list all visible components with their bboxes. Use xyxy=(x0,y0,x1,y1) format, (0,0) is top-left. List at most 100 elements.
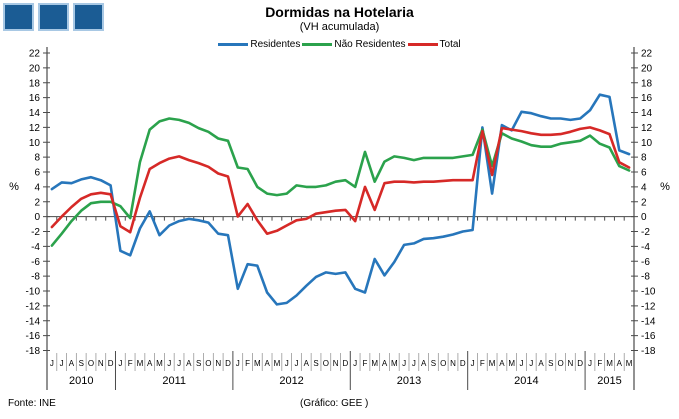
ylab-text: -4 xyxy=(641,242,650,253)
mlab-text: S xyxy=(431,359,436,368)
ylab-text: 14 xyxy=(641,108,653,119)
series-line-nao-residentes xyxy=(50,117,631,247)
mlab-text: J xyxy=(167,359,171,368)
logo-square-icon xyxy=(38,3,69,31)
legend-item-nao-residentes: Não Residentes xyxy=(302,39,406,50)
mlab-text: M xyxy=(606,359,613,368)
ylab-text: -2 xyxy=(641,227,650,238)
mlab-text: S xyxy=(196,359,201,368)
ylab-text: -10 xyxy=(641,287,656,298)
mlab-text: D xyxy=(343,359,349,368)
mlab-text: M xyxy=(489,359,496,368)
ylab-text: -10 xyxy=(26,287,41,298)
yrlab-text: 2012 xyxy=(279,375,303,387)
legend-label: Total xyxy=(439,39,461,50)
mlab-text: A xyxy=(617,359,623,368)
ylab-text: 4 xyxy=(34,182,40,193)
mlab-text: N xyxy=(450,359,456,368)
ylab-text: 10 xyxy=(641,138,653,149)
category-separators xyxy=(46,351,635,390)
footer-source: Fonte: INE xyxy=(8,398,56,409)
mlab-text: J xyxy=(177,359,181,368)
ylab-text: -8 xyxy=(31,272,40,283)
y-axis-left-labels: -18 -16 -14 -12 -10 -8 -6 -4 -2 0 2 4 6 8 10 12 14 16 18 20… xyxy=(26,49,41,358)
yrlab-text: 2014 xyxy=(514,375,538,387)
yrlab-text: 2015 xyxy=(597,375,621,387)
ylab-text: -12 xyxy=(641,301,656,312)
mlab-text: S xyxy=(548,359,553,368)
ylab-text: 6 xyxy=(34,168,40,179)
mlab-text: A xyxy=(499,359,505,368)
ylab-text: 20 xyxy=(29,63,41,74)
mlab-text: J xyxy=(60,359,64,368)
mlab-text: J xyxy=(402,359,406,368)
legend-line-swatch-icon xyxy=(218,43,249,46)
ylab-text: 0 xyxy=(641,212,647,223)
ylab-text: 16 xyxy=(641,93,653,104)
legend-item-total: Total xyxy=(407,39,461,50)
mlab-text: N xyxy=(215,359,221,368)
ylab-text: 8 xyxy=(641,153,647,164)
ylab-text: 12 xyxy=(29,123,41,134)
title-block: Dormidas na Hotelaria (VH acumulada) xyxy=(0,4,679,34)
ylab-text: 12 xyxy=(641,123,653,134)
ylab-text: -8 xyxy=(641,272,650,283)
ylab-text: -18 xyxy=(26,346,41,357)
ylab-text: 6 xyxy=(641,168,647,179)
legend: Residentes Não Residentes Total xyxy=(0,39,679,50)
ylab-text: -14 xyxy=(26,316,41,327)
mlab-text: M xyxy=(391,359,398,368)
mlab-text: O xyxy=(440,359,446,368)
ylab-text: 22 xyxy=(641,49,653,60)
mlab-text: M xyxy=(137,359,144,368)
legend-label: Residentes xyxy=(250,39,301,50)
ylab-text: 2 xyxy=(641,197,647,208)
mlab-text: J xyxy=(412,359,416,368)
mlab-text: D xyxy=(108,359,114,368)
y-axis-ticks xyxy=(43,52,638,351)
ylab-text: 14 xyxy=(29,108,41,119)
yrlab-text: 2010 xyxy=(69,375,93,387)
mlab-text: M xyxy=(626,359,633,368)
mlab-text: M xyxy=(156,359,163,368)
mlab-text: A xyxy=(264,359,270,368)
mlab-text: J xyxy=(588,359,592,368)
mlab-text: N xyxy=(568,359,574,368)
ylab-text: -6 xyxy=(641,257,650,268)
ylab-text: -4 xyxy=(31,242,40,253)
mlab-text: F xyxy=(597,359,602,368)
mlab-text: J xyxy=(285,359,289,368)
percent-axis-titles: %% xyxy=(9,181,670,193)
legend-label: Não Residentes xyxy=(334,39,406,50)
ylab-text: -16 xyxy=(26,331,41,342)
ylab-text: 8 xyxy=(34,153,40,164)
mlab-text: J xyxy=(50,359,54,368)
ylab-text: 16 xyxy=(29,93,41,104)
ylab-text: -14 xyxy=(641,316,656,327)
mlab-text: J xyxy=(529,359,533,368)
mlab-text: A xyxy=(186,359,192,368)
mlab-text: S xyxy=(79,359,84,368)
mlab-text: J xyxy=(236,359,240,368)
chart-title: Dormidas na Hotelaria xyxy=(265,4,414,20)
mlab-text: J xyxy=(519,359,523,368)
series-lines xyxy=(50,93,631,306)
mlab-text: O xyxy=(323,359,329,368)
legend-line-swatch-icon xyxy=(407,43,438,46)
ylab-text: 0 xyxy=(34,212,40,223)
legend-item-residentes: Residentes xyxy=(218,39,300,50)
ylab-text: 22 xyxy=(29,49,41,60)
mlab-text: D xyxy=(225,359,231,368)
ylab-text: 18 xyxy=(29,78,41,89)
logo-square-icon xyxy=(73,3,104,31)
mlab-text: A xyxy=(304,359,310,368)
mlab-text: O xyxy=(88,359,94,368)
mlab-text: A xyxy=(538,359,544,368)
ylab-text: 20 xyxy=(641,63,653,74)
mlab-text: J xyxy=(471,359,475,368)
mlab-text: J xyxy=(294,359,298,368)
ylab-text: 2 xyxy=(34,197,40,208)
